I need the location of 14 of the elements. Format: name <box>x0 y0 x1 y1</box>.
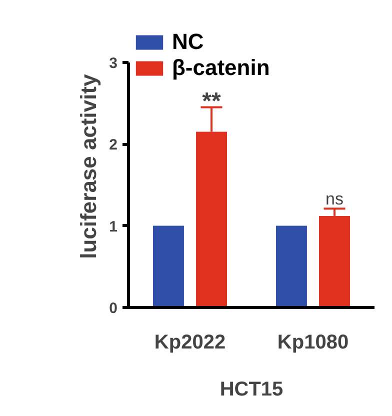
y-axis-title: luciferase activity <box>76 73 102 259</box>
legend-label: β-catenin <box>172 55 270 81</box>
annotation: ns <box>326 190 344 209</box>
x-tick-label: Kp2022 <box>154 332 226 354</box>
x-tick-label: Kp1080 <box>277 332 349 354</box>
bar <box>276 226 307 308</box>
y-tick-label: 1 <box>109 218 118 236</box>
bar <box>152 226 184 308</box>
annotation: ** <box>202 88 222 116</box>
y-tick-label: 2 <box>109 136 118 154</box>
x-axis-title: HCT15 <box>220 378 284 400</box>
y-tick-label: 3 <box>109 54 118 72</box>
legend-label: NC <box>172 29 204 55</box>
y-tick-label: 0 <box>109 300 118 317</box>
